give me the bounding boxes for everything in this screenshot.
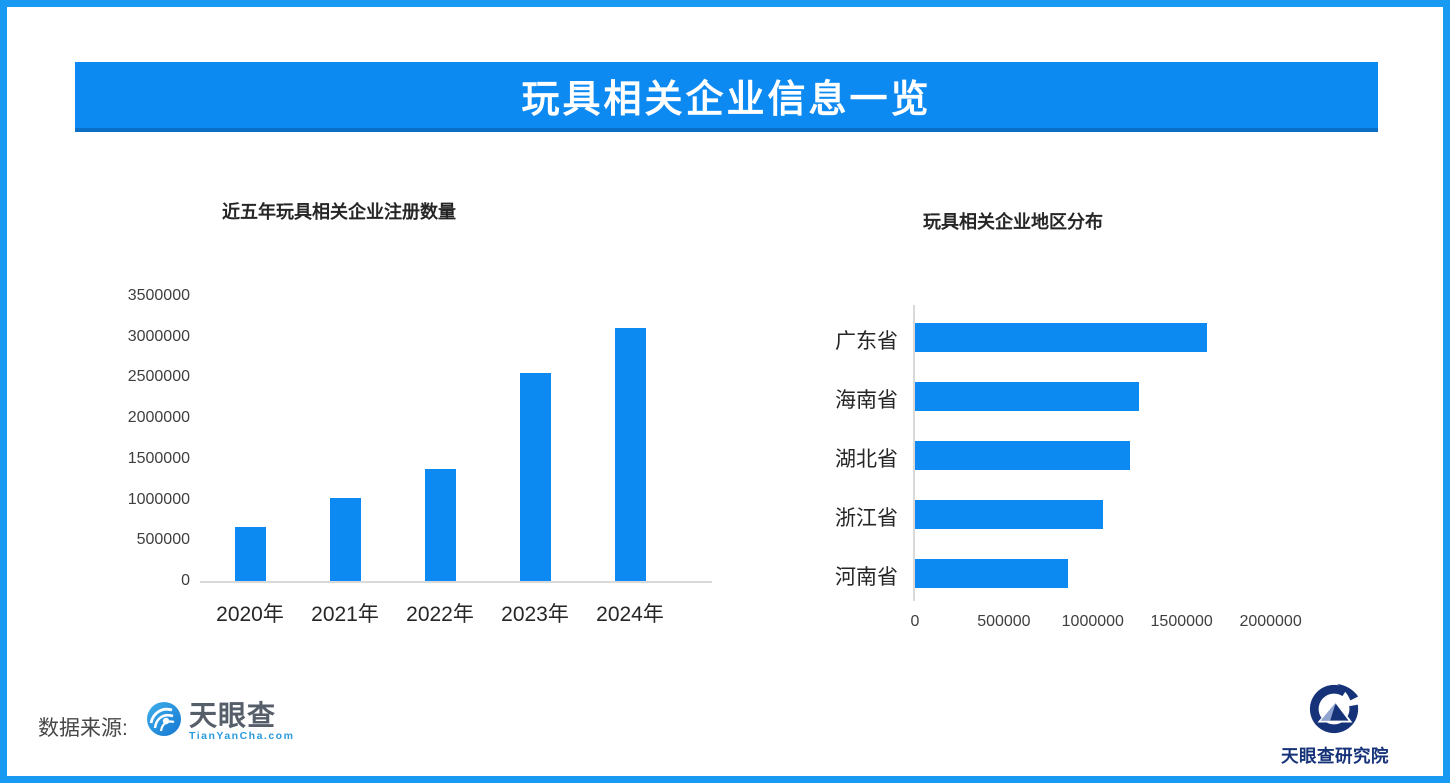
tianyancha-wordmark: 天眼查 TianYanCha.com <box>189 701 294 742</box>
research-institute-icon <box>1306 682 1366 741</box>
bar-2024年 <box>614 328 646 581</box>
y-axis-category-label: 浙江省 <box>835 507 898 530</box>
tianyancha-brand-text: 天眼查 <box>189 700 277 731</box>
y-axis-line <box>913 305 915 601</box>
header-banner: 玩具相关企业信息一览 <box>75 62 1378 132</box>
bar-湖北省 <box>915 441 1130 470</box>
y-axis-tick-label: 3000000 <box>127 327 190 345</box>
y-axis-category-label: 广东省 <box>835 330 898 353</box>
y-axis-category-label: 河南省 <box>835 566 898 589</box>
x-axis-category-label: 2020年 <box>216 603 284 626</box>
x-axis-category-label: 2023年 <box>501 603 569 626</box>
y-axis-category-label: 海南省 <box>835 389 898 412</box>
x-axis-tick-label: 500000 <box>977 613 1031 630</box>
page-title: 玩具相关企业信息一览 <box>521 78 932 121</box>
research-institute-logo: 天眼查研究院 <box>1279 682 1391 768</box>
y-axis-category-label: 湖北省 <box>835 448 898 471</box>
right-chart-title: 玩具相关企业地区分布 <box>923 212 1103 232</box>
bar-河南省 <box>915 559 1068 588</box>
bar-2022年 <box>424 469 456 581</box>
bar-2023年 <box>519 373 551 581</box>
bar-2021年 <box>329 498 361 581</box>
x-axis-category-label: 2024年 <box>596 603 664 626</box>
x-axis-tick-label: 1000000 <box>1061 613 1124 630</box>
research-institute-brand-text: 天眼查研究院 <box>1281 746 1389 766</box>
y-axis-tick-label: 500000 <box>136 531 190 549</box>
y-axis-tick-label: 2500000 <box>127 368 190 386</box>
bar-海南省 <box>915 382 1139 411</box>
tianyancha-logo: 天眼查 TianYanCha.com <box>146 701 294 742</box>
x-axis-category-label: 2021年 <box>311 603 379 626</box>
y-axis-tick-label: 1000000 <box>127 490 190 508</box>
left-chart-title: 近五年玩具相关企业注册数量 <box>222 202 456 222</box>
y-axis-tick-label: 0 <box>181 572 190 589</box>
data-source-label: 数据来源: <box>38 717 128 740</box>
x-axis-tick-label: 1500000 <box>1150 613 1213 630</box>
x-axis-category-label: 2022年 <box>406 603 474 626</box>
bar-2020年 <box>234 527 266 581</box>
bar-广东省 <box>915 323 1207 352</box>
y-axis-tick-label: 1500000 <box>127 449 190 467</box>
bar-浙江省 <box>915 500 1103 529</box>
tianyancha-domain-text: TianYanCha.com <box>189 730 295 742</box>
tianyancha-swirl-icon <box>146 701 182 742</box>
x-axis-line <box>200 581 712 583</box>
x-axis-tick-label: 0 <box>910 613 920 630</box>
y-axis-tick-label: 2000000 <box>127 409 190 427</box>
y-axis-tick-label: 3500000 <box>127 287 190 304</box>
x-axis-tick-label: 2000000 <box>1239 613 1302 630</box>
